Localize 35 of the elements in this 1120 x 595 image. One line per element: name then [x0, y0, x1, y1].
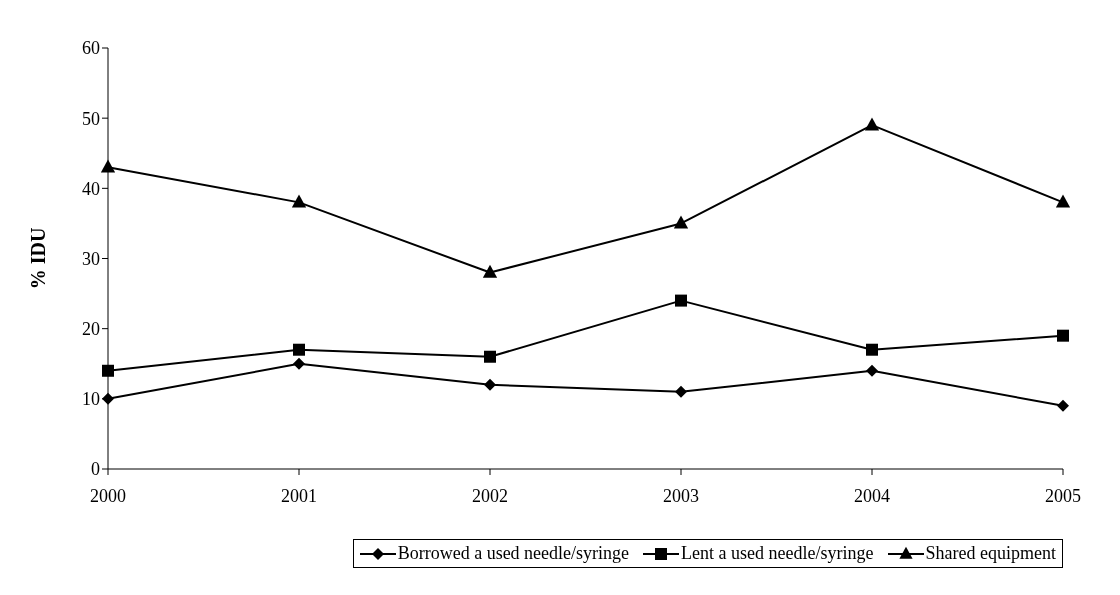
point — [675, 385, 687, 398]
point — [291, 194, 307, 208]
x-tick-label: 2005 — [1045, 485, 1081, 506]
point — [102, 392, 114, 405]
y-axis-title: % IDU — [27, 227, 50, 290]
y-tick-label: 40 — [82, 178, 100, 199]
point — [866, 364, 878, 377]
x-tick-label: 2002 — [472, 485, 508, 506]
point — [293, 343, 305, 356]
x-tick-label: 2003 — [663, 485, 699, 506]
legend-label: Lent a used needle/syringe — [681, 543, 874, 564]
point — [1055, 194, 1071, 208]
point — [484, 378, 496, 391]
legend-label: Borrowed a used needle/syringe — [397, 543, 630, 564]
point — [293, 357, 305, 370]
y-tick-label: 50 — [82, 108, 100, 129]
point — [675, 294, 687, 307]
y-tick-label: 0 — [91, 459, 100, 480]
point — [1057, 329, 1069, 342]
y-tick-label: 60 — [82, 38, 100, 59]
point — [1057, 399, 1069, 412]
y-tick-label: 10 — [82, 389, 100, 410]
x-tick-label: 2004 — [854, 485, 890, 506]
x-tick-label: 2000 — [90, 485, 126, 506]
y-tick-label: 20 — [82, 319, 100, 340]
point — [866, 343, 878, 356]
x-tick-label: 2001 — [281, 485, 317, 506]
point — [102, 364, 114, 377]
legend-label: Shared equipment — [925, 543, 1056, 564]
point — [484, 350, 496, 363]
point — [100, 159, 116, 173]
y-tick-label: 30 — [82, 248, 100, 269]
point — [864, 117, 880, 131]
point — [482, 264, 498, 278]
point — [673, 215, 689, 229]
